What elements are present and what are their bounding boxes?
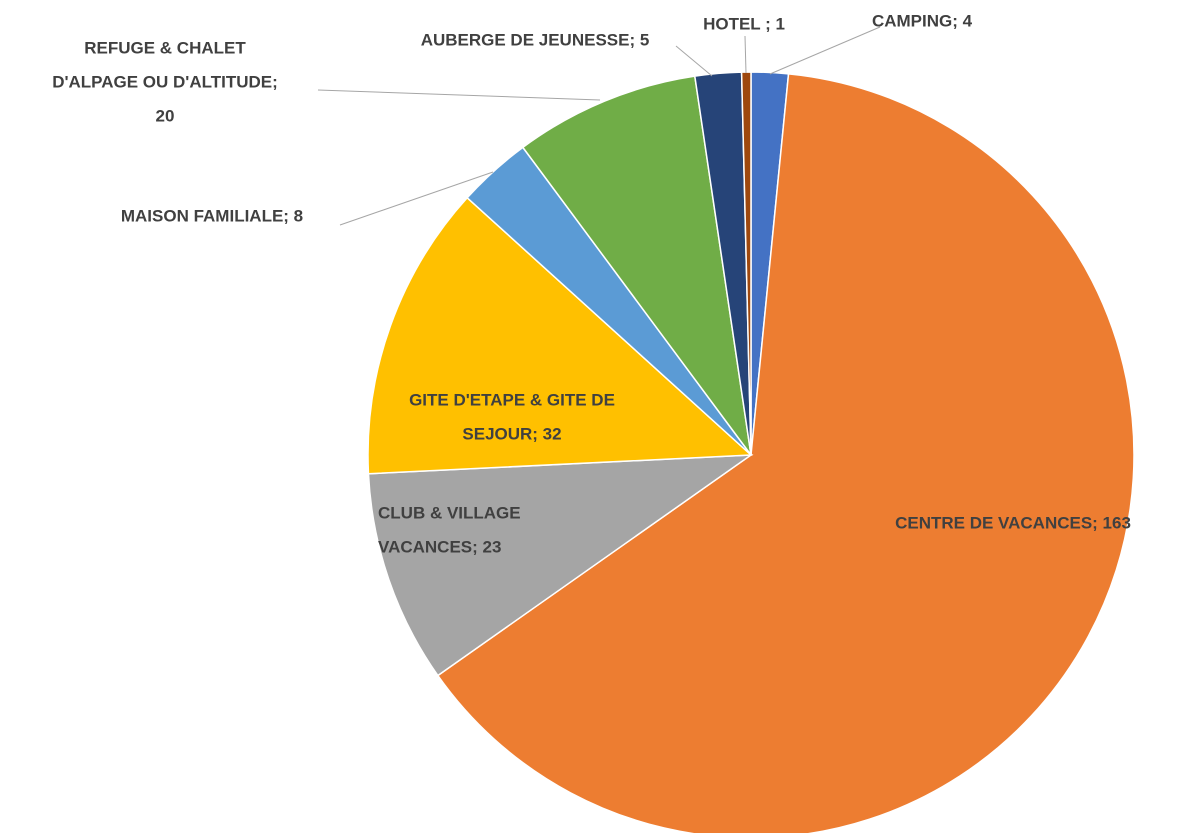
pie [367, 71, 1135, 833]
data-label: 20 [156, 106, 175, 125]
data-label: AUBERGE DE JEUNESSE; 5 [421, 30, 650, 49]
data-label: VACANCES; 23 [378, 537, 501, 556]
data-label: SEJOUR; 32 [462, 424, 561, 443]
leader-line [744, 35, 747, 74]
slice [436, 73, 1135, 833]
data-label: D'ALPAGE OU D'ALTITUDE; [52, 72, 278, 91]
data-label: CLUB & VILLAGE [378, 503, 521, 522]
data-label: HOTEL ; 1 [703, 14, 785, 33]
leader-line [339, 171, 494, 226]
data-label: REFUGE & CHALET [84, 38, 246, 57]
slice [521, 75, 752, 456]
leader-line [675, 45, 713, 77]
slice [367, 196, 753, 475]
leaders [317, 26, 881, 226]
leader-line [317, 89, 601, 101]
data-label: GITE D'ETAPE & GITE DE [409, 390, 615, 409]
leader-line [769, 26, 881, 75]
data-label: MAISON FAMILIALE; 8 [121, 206, 303, 225]
data-label: CAMPING; 4 [872, 11, 973, 30]
slice [367, 454, 754, 677]
labels: CAMPING; 4 CENTRE DE VACANCES; 163 CLUB & … [52, 11, 1131, 556]
data-label: CENTRE DE VACANCES; 163 [895, 513, 1131, 532]
